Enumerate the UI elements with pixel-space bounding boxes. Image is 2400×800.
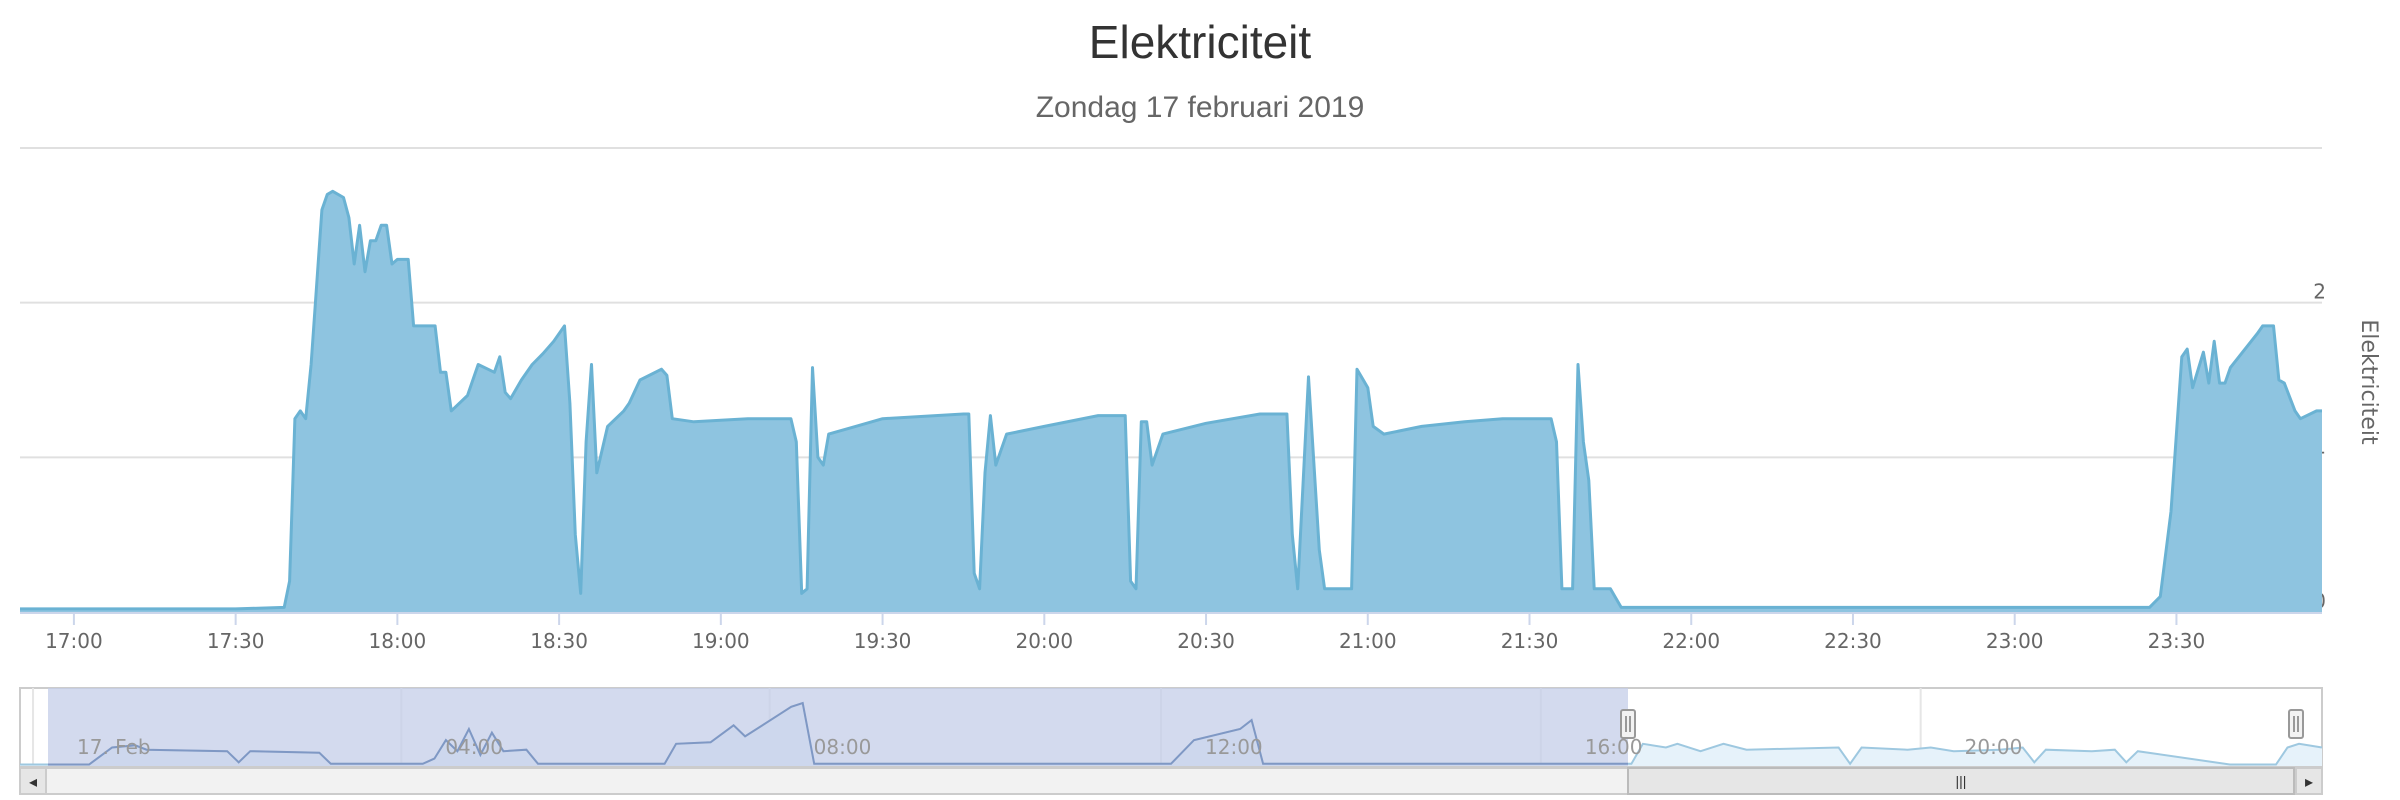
x-tick-label: 22:00 [1662, 629, 1720, 653]
x-tick-label: 19:00 [692, 629, 750, 653]
navigator-selection-series [48, 701, 1628, 766]
navigator-handle-right[interactable] [2288, 709, 2304, 739]
x-tick-label: 17:00 [45, 629, 103, 653]
x-tick-label: 21:30 [1501, 629, 1559, 653]
navigator-handle-left[interactable] [1620, 709, 1636, 739]
x-tick-label: 18:30 [530, 629, 588, 653]
series-line [20, 189, 2322, 611]
y-axis-label: Elektriciteit [2356, 319, 2381, 445]
x-tick-label: 23:30 [2148, 629, 2206, 653]
navigator-label: 08:00 [814, 735, 872, 759]
navigator-label: 04:00 [445, 735, 503, 759]
x-tick-label: 23:00 [1986, 629, 2044, 653]
chart-subtitle: Zondag 17 februari 2019 [1036, 91, 1365, 124]
scroll-right-arrow-icon: ▸ [2305, 774, 2313, 791]
x-tick-label: 20:00 [1015, 629, 1073, 653]
navigator-label: 17. Feb [77, 735, 151, 759]
x-tick-label: 19:30 [854, 629, 912, 653]
scrollbar[interactable]: ◂ ▸ ||| [19, 767, 2323, 795]
plot-area[interactable] [20, 189, 2322, 613]
x-tick-label: 20:30 [1177, 629, 1235, 653]
x-tick-label: 17:30 [207, 629, 265, 653]
navigator-label: 20:00 [1965, 735, 2023, 759]
x-tick-label: 22:30 [1824, 629, 1882, 653]
scrollbar-thumb[interactable] [1627, 767, 2295, 795]
area-fill [20, 191, 2322, 613]
scroll-left-arrow-icon: ◂ [29, 774, 37, 791]
x-tick-label: 21:00 [1339, 629, 1397, 653]
scrollbar-grip-icon: ||| [1956, 773, 1967, 789]
y-tick-label: 2 [2313, 280, 2326, 304]
x-axis: 17:00 17:30 18:00 18:30 19:00 19:30 20:00 20:30… [20, 612, 2322, 653]
navigator-label: 12:00 [1205, 735, 1263, 759]
x-tick-label: 18:00 [369, 629, 427, 653]
scrollbar-left-button[interactable] [19, 767, 47, 795]
navigator[interactable]: 17. Feb 04:00 08:00 12:00 16:00 20:00 [19, 687, 2323, 767]
scrollbar-right-button[interactable] [2295, 767, 2323, 795]
chart-title: Elektriciteit [1089, 16, 1312, 68]
